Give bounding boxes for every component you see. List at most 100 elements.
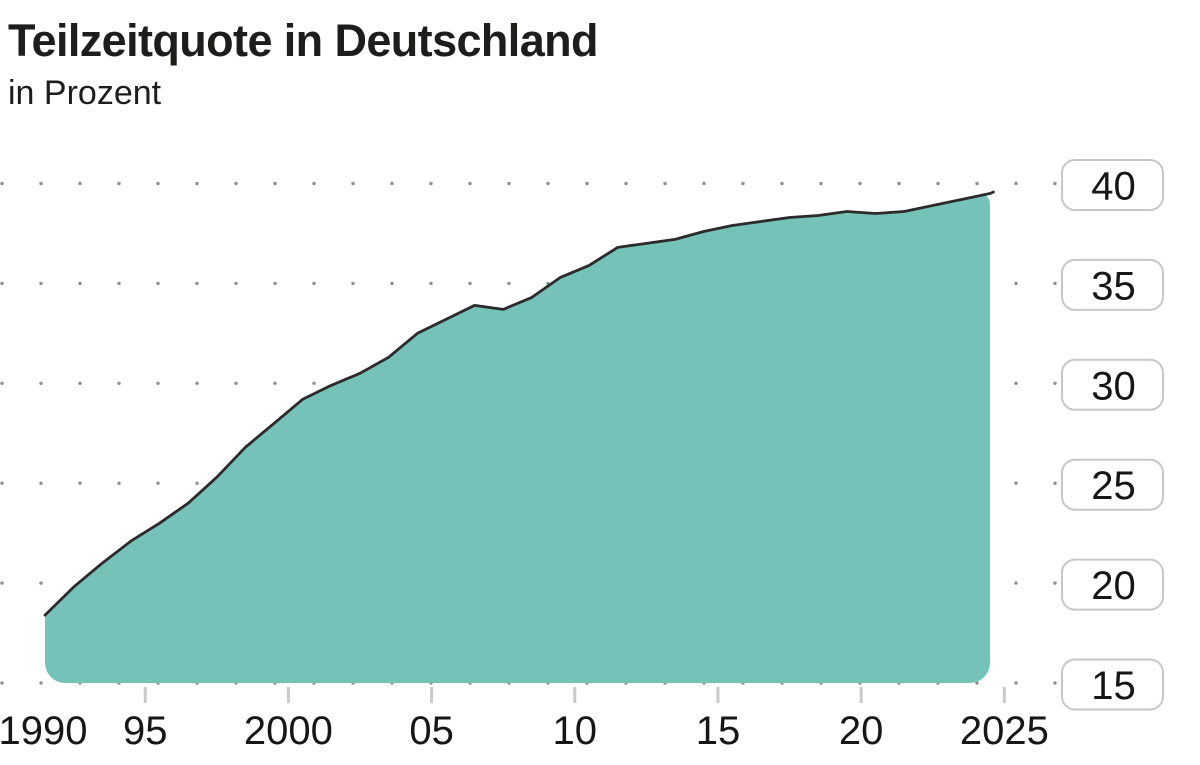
grid-dot — [156, 381, 160, 385]
grid-dot — [156, 281, 160, 286]
grid-dot — [39, 581, 43, 585]
y-axis-label: 15 — [1091, 664, 1136, 708]
y-axis-label: 20 — [1091, 564, 1136, 608]
grid-dot — [507, 281, 511, 286]
grid-dot — [819, 181, 823, 186]
y-axis-label-box — [1061, 558, 1164, 611]
grid-dot — [117, 481, 121, 485]
grid-dot — [78, 381, 82, 385]
grid-dot — [0, 481, 4, 485]
grid-dot — [39, 381, 43, 385]
grid-dot — [741, 181, 745, 186]
grid-dot — [429, 281, 433, 286]
chart-subtitle: in Prozent — [8, 74, 162, 112]
grid-dot — [897, 181, 901, 186]
x-axis-label: 20 — [839, 709, 884, 753]
grid-dot — [195, 381, 199, 385]
grid-dot — [1053, 381, 1057, 385]
y-axis-label-box — [1061, 258, 1164, 311]
grid-dot — [312, 181, 316, 186]
grid-dot — [780, 181, 784, 186]
grid-dot — [468, 281, 472, 286]
grid-dot — [0, 581, 4, 585]
x-axis-label: 1990 — [0, 709, 87, 753]
grid-dot — [507, 181, 511, 186]
x-axis-label: 15 — [696, 709, 741, 753]
grid-dot — [1053, 481, 1057, 485]
x-axis-ticks — [143, 687, 1006, 703]
grid-dot — [273, 181, 277, 186]
grid-dot — [312, 381, 316, 385]
x-axis-label: 10 — [553, 709, 598, 753]
y-axis-label: 25 — [1091, 464, 1136, 508]
grid-dot — [390, 281, 394, 286]
grid-dot — [117, 381, 121, 385]
trend-line — [43, 190, 995, 617]
grid-dot — [117, 281, 121, 286]
grid-dot — [312, 281, 316, 286]
grid-dot — [78, 181, 82, 186]
grid-dot — [429, 181, 433, 186]
grid-dot — [195, 181, 199, 186]
grid-dot — [273, 381, 277, 385]
grid-dot — [0, 181, 4, 186]
grid-dot — [585, 181, 589, 186]
grid-dot — [390, 181, 394, 186]
y-axis-label-box — [1061, 358, 1164, 411]
grid-dot — [1014, 181, 1018, 186]
grid-dot — [0, 681, 4, 685]
x-axis-label: 2025 — [960, 709, 1049, 753]
area-path — [45, 195, 990, 683]
x-axis-label: 05 — [409, 709, 454, 753]
line-path — [43, 190, 995, 617]
grid-dot — [39, 181, 43, 186]
grid-dot — [1014, 481, 1018, 485]
y-axis-label: 40 — [1091, 165, 1136, 209]
y-axis-label-box — [1061, 658, 1164, 711]
grid-dot — [858, 181, 862, 186]
grid-dot — [156, 181, 160, 186]
grid-dot — [546, 181, 550, 186]
y-axis-label-boxes: 40 35 30 25 20 15 — [1061, 159, 1164, 711]
grid-dot — [273, 281, 277, 286]
x-axis-label: 95 — [123, 709, 168, 753]
grid-dot — [1014, 381, 1018, 385]
grid-dot — [1014, 681, 1018, 685]
grid-dot — [975, 181, 979, 186]
x-axis-labels: 1990 95 2000 05 10 15 20 2025 — [0, 709, 1049, 753]
grid-dot — [78, 481, 82, 485]
grid-dot — [0, 381, 4, 385]
grid-dot — [78, 281, 82, 286]
grid-dot — [1053, 681, 1057, 685]
y-axis-label-box — [1061, 458, 1164, 511]
y-axis-label-box — [1061, 159, 1164, 211]
grid-dot — [624, 181, 628, 186]
grid-dot — [39, 281, 43, 286]
grid-dot — [234, 381, 238, 385]
grid-dot — [1053, 181, 1057, 186]
grid-dot — [39, 681, 43, 685]
y-axis-label: 30 — [1091, 364, 1136, 408]
grid-dot — [234, 281, 238, 286]
grid-dot — [117, 181, 121, 186]
grid-dot — [195, 281, 199, 286]
grid-dot — [351, 281, 355, 286]
grid-dot — [936, 181, 940, 186]
grid-dot — [1053, 281, 1057, 286]
grid-dot — [351, 181, 355, 186]
area-fill — [45, 195, 990, 683]
y-axis-label: 35 — [1091, 264, 1136, 308]
grid-dot — [702, 181, 706, 186]
grid-dot — [1014, 281, 1018, 286]
grid-dot — [195, 481, 199, 485]
grid-dot — [975, 681, 979, 685]
chart-title: Teilzeitquote in Deutschland — [8, 15, 599, 66]
grid-dot — [1053, 581, 1057, 585]
grid-dot — [1014, 581, 1018, 585]
grid-dot — [663, 181, 667, 186]
grid-dot — [39, 481, 43, 485]
grid-dot — [234, 181, 238, 186]
grid-dot — [468, 181, 472, 186]
